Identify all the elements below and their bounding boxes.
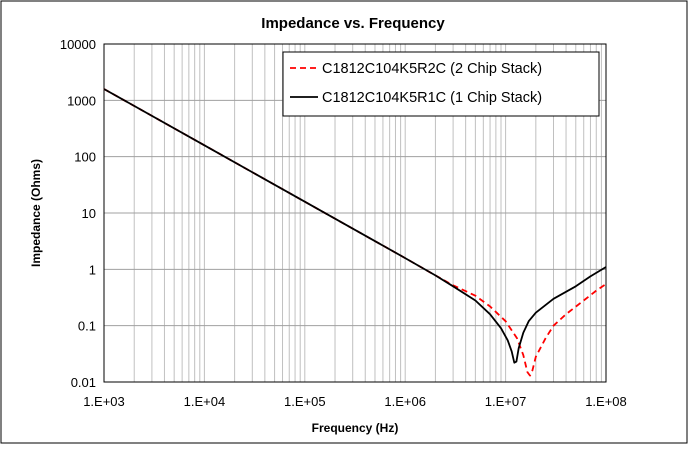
legend-box — [282, 51, 600, 117]
y-tick-label: 10000 — [60, 37, 96, 52]
x-tick-label: 1.E+07 — [485, 394, 527, 409]
x-tick-label: 1.E+06 — [384, 394, 426, 409]
plot-area — [103, 43, 607, 383]
x-tick-label: 1.E+04 — [184, 394, 226, 409]
y-axis-title: Impedance (Ohms) — [29, 159, 43, 267]
y-tick-label: 0.01 — [71, 375, 96, 390]
y-tick-labels: 0.01 0.1 1 10 100 1000 10000 — [60, 37, 96, 390]
x-tick-labels: 1.E+03 1.E+04 1.E+05 1.E+06 1.E+07 1.E+08 — [83, 394, 627, 409]
x-tick-label: 1.E+03 — [83, 394, 125, 409]
y-tick-label: 10 — [82, 206, 96, 221]
legend-label-2-chip: C1812C104K5R2C (2 Chip Stack) — [322, 61, 542, 77]
y-tick-label: 100 — [74, 150, 96, 165]
series-line-2-chip-stack — [103, 88, 607, 377]
y-tick-label: 0.1 — [78, 319, 96, 334]
x-tick-label: 1.E+05 — [284, 394, 326, 409]
chart-title: Impedance vs. Frequency — [261, 15, 445, 32]
x-tick-label: 1.E+08 — [585, 394, 627, 409]
legend: C1812C104K5R2C (2 Chip Stack) C1812C104K… — [282, 51, 600, 117]
series-lines — [103, 88, 607, 377]
y-tick-label: 1000 — [67, 93, 96, 108]
legend-label-1-chip: C1812C104K5R1C (1 Chip Stack) — [322, 90, 542, 106]
y-tick-label: 1 — [89, 262, 96, 277]
series-line-1-chip-stack — [103, 88, 607, 364]
x-axis-title: Frequency (Hz) — [312, 421, 399, 435]
